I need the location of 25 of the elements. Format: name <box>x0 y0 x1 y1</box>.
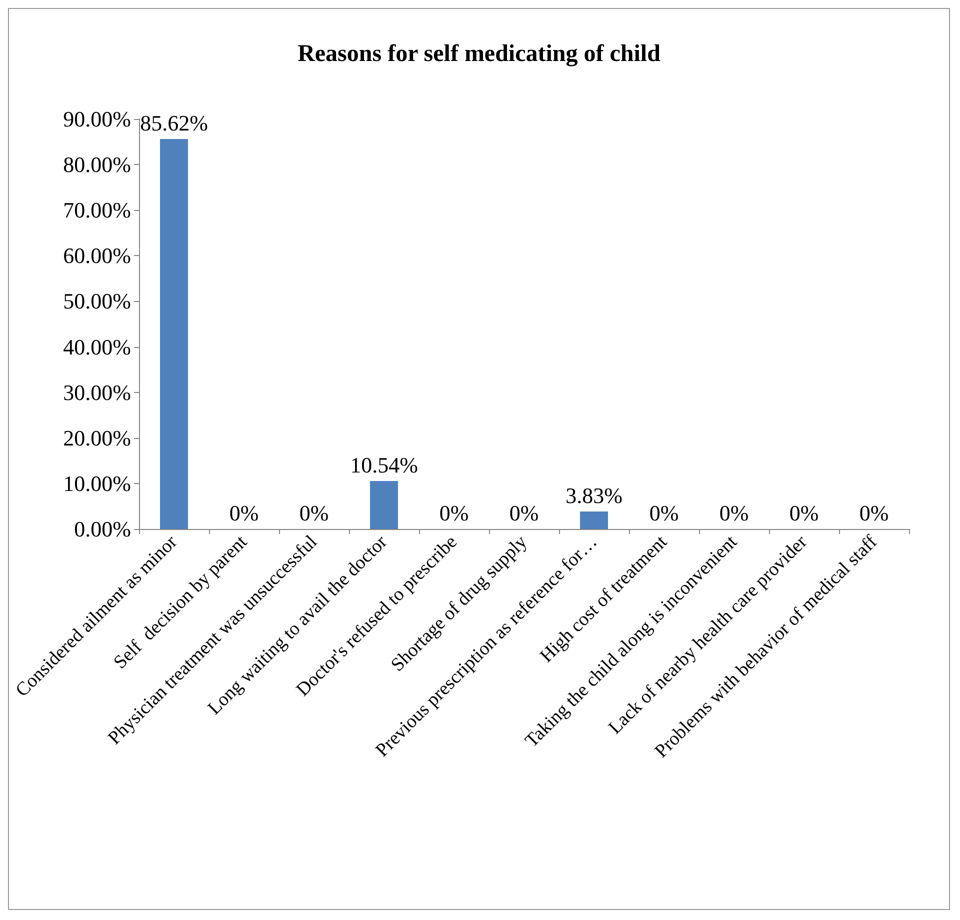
data-label: 0% <box>439 500 469 526</box>
y-tick-label: 10.00% <box>63 470 131 496</box>
data-label: 0% <box>789 500 819 526</box>
data-label: 0% <box>719 500 749 526</box>
y-tick-label: 70.00% <box>63 198 131 223</box>
y-tick-label: 60.00% <box>63 243 131 268</box>
chart-title: Reasons for self medicating of child <box>298 41 662 67</box>
y-tick-label: 50.00% <box>63 288 131 314</box>
y-tick-label: 0.00% <box>74 516 131 542</box>
y-tick-label: 40.00% <box>63 334 131 360</box>
y-tick-label: 90.00% <box>63 106 131 132</box>
data-label: 3.83% <box>566 483 622 508</box>
data-label: 0% <box>299 500 329 526</box>
y-tick-label: 20.00% <box>63 425 131 450</box>
bar <box>370 480 398 529</box>
bar <box>580 512 608 529</box>
data-label: 0% <box>859 500 889 526</box>
data-label: 0% <box>509 500 539 526</box>
data-label: 0% <box>229 500 259 526</box>
y-tick-label: 80.00% <box>63 152 131 178</box>
data-label: 85.62% <box>140 110 208 136</box>
bar <box>160 138 188 529</box>
y-tick-label: 30.00% <box>63 380 131 405</box>
data-label: 10.54% <box>350 452 418 478</box>
data-label: 0% <box>649 500 679 526</box>
